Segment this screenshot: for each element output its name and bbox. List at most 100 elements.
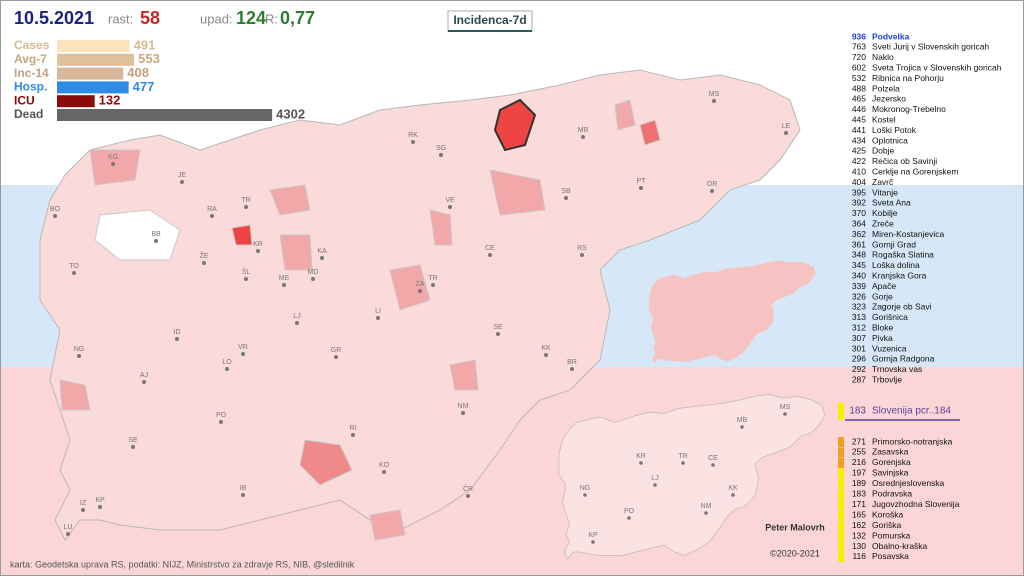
mini-dot [583,493,587,497]
municipality-name: Trnovska vas [872,364,922,374]
map-dot [241,352,245,356]
municipality-value: 720 [852,52,866,62]
map-dot [544,353,548,357]
map-label: ŠL [242,267,251,276]
municipality-value: 410 [852,166,866,176]
map-label: MD [308,269,319,276]
map-label: TR [241,197,250,204]
municipality-name: Zreče [872,218,894,228]
region-value: 171 [852,499,866,509]
map-dot [295,321,299,325]
map-dot [418,289,422,293]
mini-label: KR [636,453,646,460]
map-dot [639,186,643,190]
rast-label: rast: [108,11,133,26]
municipality-name: Kobilje [872,208,898,218]
map-dot [81,508,85,512]
region-value: 255 [852,447,866,457]
stat-label: Hosp. [14,80,47,94]
map-blank [94,209,181,261]
stat-label: Inc-14 [14,66,49,80]
map-label: RS [577,245,587,252]
mini-label: TR [678,453,687,460]
map-label: MB [578,127,589,134]
map-dot [488,253,492,257]
municipality-value: 345 [852,260,866,270]
municipality-name: Jezersko [872,94,906,104]
municipality-name: Gornji Grad [872,239,916,249]
stat-bar [57,40,130,52]
stat-label: Avg-7 [14,52,47,66]
map-label: ŽE [200,251,209,260]
municipality-name: Gornja Radgona [872,354,935,364]
slovenia-label: Slovenija pcr..184 [872,406,951,417]
region-name: Gorenjska [872,457,911,467]
map-label: BB [151,231,161,238]
map-dot [77,354,81,358]
map-dot [411,140,415,144]
region-marker [838,510,844,521]
mini-label: LJ [651,475,658,482]
municipality-value: 395 [852,187,866,197]
mini-label: NM [701,503,712,510]
map-label: JE [178,172,187,179]
municipality-name: Cerklje na Gorenjskem [872,166,958,176]
mini-dot [711,463,715,467]
municipality-value: 422 [852,156,866,166]
map-label: IB [240,485,247,492]
municipality-name: Kranjska Gora [872,270,927,280]
map-dot [219,420,223,424]
mini-label: MB [737,417,748,424]
municipality-name: Polzela [872,83,900,93]
municipality-name: Miren-Kostanjevica [872,229,945,239]
region-marker [838,447,844,458]
map-dot [175,337,179,341]
municipality-name: Mokronog-Trebelno [872,104,946,114]
map-dot [98,505,102,509]
map-label: RA [207,206,217,213]
map-dot [142,380,146,384]
map-dot [431,283,435,287]
map-dot [256,249,260,253]
map-dot [334,355,338,359]
map-label: NM [458,403,469,410]
map-label: KG [108,154,118,161]
mini-dot [653,483,657,487]
date: 10.5.2021 [14,8,94,28]
map-label: CE [485,245,495,252]
municipality-value: 313 [852,312,866,322]
stat-value: 132 [99,93,121,108]
region-value: 132 [852,530,866,540]
municipality-name: Pivka [872,333,893,343]
mini-dot [681,461,685,465]
map-dot [311,277,315,281]
map-label: PT [637,178,647,185]
municipality-value: 370 [852,208,866,218]
map-dot [72,271,76,275]
region-marker [838,531,844,542]
map-regions [59,98,661,541]
map-dot [154,239,158,243]
region-value: 183 [852,489,866,499]
map-dot [376,316,380,320]
map-dot [710,189,714,193]
municipality-value: 296 [852,354,866,364]
map-dot [580,253,584,257]
region-marker [838,551,844,562]
stat-label: Dead [14,107,43,121]
region-marker [838,437,844,447]
stat-bar [57,95,95,108]
municipality-name: Rogaška Slatina [872,250,934,260]
map-dot [244,205,248,209]
municipality-value: 287 [852,374,866,384]
map-label: ZA [416,281,425,288]
region-name: Pomurska [872,530,911,540]
map-dot [320,256,324,260]
municipality-value: 445 [852,114,866,124]
map-dot [111,162,115,166]
map-label: ID [174,329,181,336]
municipality-value: 362 [852,229,866,239]
municipality-name: Naklo [872,52,894,62]
